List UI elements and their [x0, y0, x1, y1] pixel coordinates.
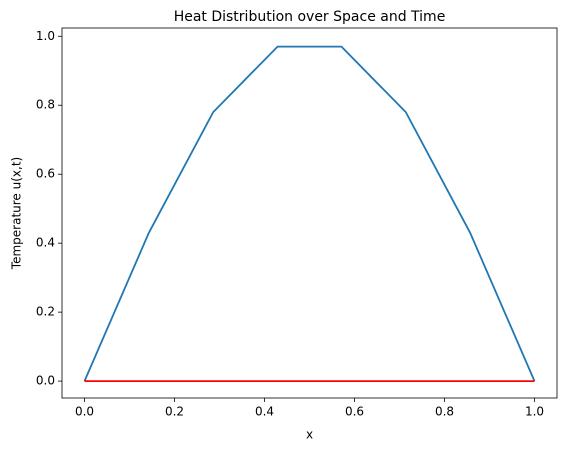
- y-tick-label: 0.6: [36, 167, 55, 181]
- y-tick-label: 1.0: [36, 29, 55, 43]
- x-tick-label: 0.6: [345, 405, 364, 419]
- axes-frame: [61, 27, 558, 399]
- y-axis-label: Temperature u(x,t): [10, 157, 24, 270]
- y-tick-label: 0.2: [36, 305, 55, 319]
- data-line: [83, 45, 536, 382]
- x-tick-label: 0.8: [435, 405, 454, 419]
- chart-title: Heat Distribution over Space and Time: [174, 9, 446, 25]
- y-tick-label: 0.4: [36, 236, 55, 250]
- x-tick-label: 0.2: [165, 405, 184, 419]
- x-axis-label: x: [306, 428, 313, 442]
- y-tick-label: 0.0: [36, 374, 55, 388]
- x-tick-label: 0.4: [255, 405, 274, 419]
- x-tick-label: 1.0: [525, 405, 544, 419]
- y-tick-label: 0.8: [36, 98, 55, 112]
- x-tick-label: 0.0: [75, 405, 94, 419]
